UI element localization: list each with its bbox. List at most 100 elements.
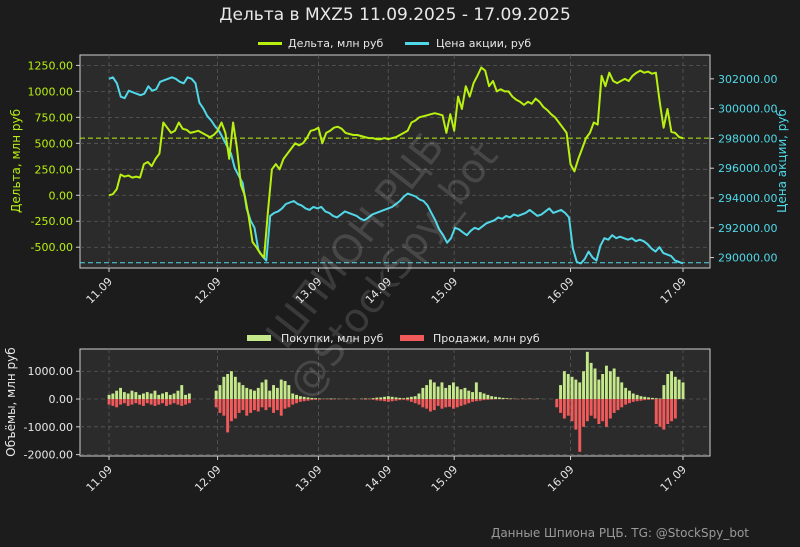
sell-bar xyxy=(364,399,367,400)
buy-bar xyxy=(260,382,264,400)
buy-bar xyxy=(620,382,624,400)
left-tick-label-6: 1000.00 xyxy=(28,85,74,98)
sell-bar xyxy=(379,399,383,401)
sell-bar xyxy=(145,399,149,404)
sell-bar xyxy=(639,399,643,401)
sell-bar xyxy=(597,399,601,424)
sell-bar xyxy=(298,399,302,402)
buy-bar xyxy=(654,398,658,399)
sell-bar xyxy=(432,399,436,411)
sell-bar xyxy=(272,399,275,413)
sell-bar xyxy=(635,399,639,402)
sell-bar xyxy=(386,399,390,402)
sell-bar xyxy=(122,399,126,404)
sell-bar xyxy=(582,399,585,427)
buy-bar xyxy=(628,390,631,399)
delta-series-line xyxy=(108,66,684,259)
bottom-y-tick-label-3: 1000.00 xyxy=(28,365,74,378)
buy-bar xyxy=(494,396,497,399)
buy-bar xyxy=(153,390,157,399)
buy-bar xyxy=(413,396,417,399)
sell-bar xyxy=(658,399,662,427)
buy-bar xyxy=(455,386,459,399)
buy-bar xyxy=(138,394,142,400)
sell-bar xyxy=(620,399,624,408)
buy-bar xyxy=(130,390,134,399)
buy-bar xyxy=(406,397,409,399)
buy-bar xyxy=(631,393,635,400)
buy-bar xyxy=(670,371,673,399)
buy-bar xyxy=(318,398,321,400)
buy-bar xyxy=(111,393,115,400)
buy-bar xyxy=(509,398,513,400)
buy-bar xyxy=(658,398,662,400)
sell-bar xyxy=(578,399,582,452)
sell-bar xyxy=(467,399,471,404)
legend-label-delta: Дельта, млн руб xyxy=(288,37,384,50)
sell-bar xyxy=(287,399,291,408)
buy-bar xyxy=(647,397,650,400)
buy-bar xyxy=(291,393,295,400)
buy-bar xyxy=(505,398,509,399)
sell-bar xyxy=(119,399,122,405)
sell-bar xyxy=(448,399,451,407)
sell-bar xyxy=(314,399,318,400)
left-tick-label-1: -250.00 xyxy=(31,215,73,228)
buy-bar xyxy=(287,385,291,399)
sell-bar xyxy=(283,399,287,409)
buy-bar xyxy=(283,381,287,400)
buy-bar xyxy=(142,393,145,400)
sell-bar xyxy=(670,399,673,422)
sell-bar xyxy=(153,399,157,406)
sell-bar xyxy=(302,399,306,402)
buy-bar xyxy=(253,390,256,399)
sell-bar xyxy=(666,399,670,424)
buy-bar xyxy=(394,397,398,400)
buy-bar xyxy=(432,382,436,400)
buy-bar xyxy=(295,394,298,400)
legend-swatch-sells xyxy=(400,335,424,341)
buy-bar xyxy=(501,397,505,399)
buy-bar xyxy=(180,385,184,399)
buy-bar xyxy=(329,398,333,400)
buy-bar xyxy=(651,397,654,399)
buy-bar xyxy=(463,387,467,399)
buy-bar xyxy=(306,397,310,400)
buy-bar xyxy=(452,382,455,400)
buy-bar xyxy=(107,394,111,400)
buy-bar xyxy=(589,362,593,399)
buy-bar xyxy=(612,368,616,400)
buy-bar xyxy=(364,398,367,400)
buy-bar xyxy=(119,387,122,399)
buy-bar xyxy=(608,371,612,399)
sell-bar xyxy=(601,399,605,422)
buy-bar xyxy=(115,390,119,399)
sell-bar xyxy=(115,399,119,408)
buy-bar xyxy=(126,393,130,400)
buy-bar xyxy=(161,393,164,400)
sell-bar xyxy=(253,399,256,411)
bottom-y-tick-label-2: 0.00 xyxy=(49,393,74,406)
buy-bar xyxy=(417,393,421,400)
sell-bar xyxy=(417,399,421,405)
sell-bar xyxy=(180,399,184,406)
sell-bar xyxy=(643,399,647,401)
buy-bar xyxy=(662,385,666,399)
buy-bar xyxy=(578,382,582,400)
legend-label-price: Цена акции, руб xyxy=(436,37,531,50)
sell-bar xyxy=(452,399,455,409)
buy-bar xyxy=(145,392,149,399)
sell-bar xyxy=(662,399,666,430)
buy-bar xyxy=(310,397,314,399)
sell-bar xyxy=(237,399,241,413)
sell-bar xyxy=(490,399,494,400)
sell-bar xyxy=(390,399,394,402)
price-series-line xyxy=(108,76,684,265)
buy-bar xyxy=(635,394,639,400)
sell-bar xyxy=(574,399,578,430)
sell-bar xyxy=(555,399,559,408)
buy-bar xyxy=(677,379,681,400)
sell-bar xyxy=(233,399,237,419)
top-left-axis-ticks: -500.00 -250.00 0.00 250.00 500.00 750.00 1000… xyxy=(28,59,80,254)
